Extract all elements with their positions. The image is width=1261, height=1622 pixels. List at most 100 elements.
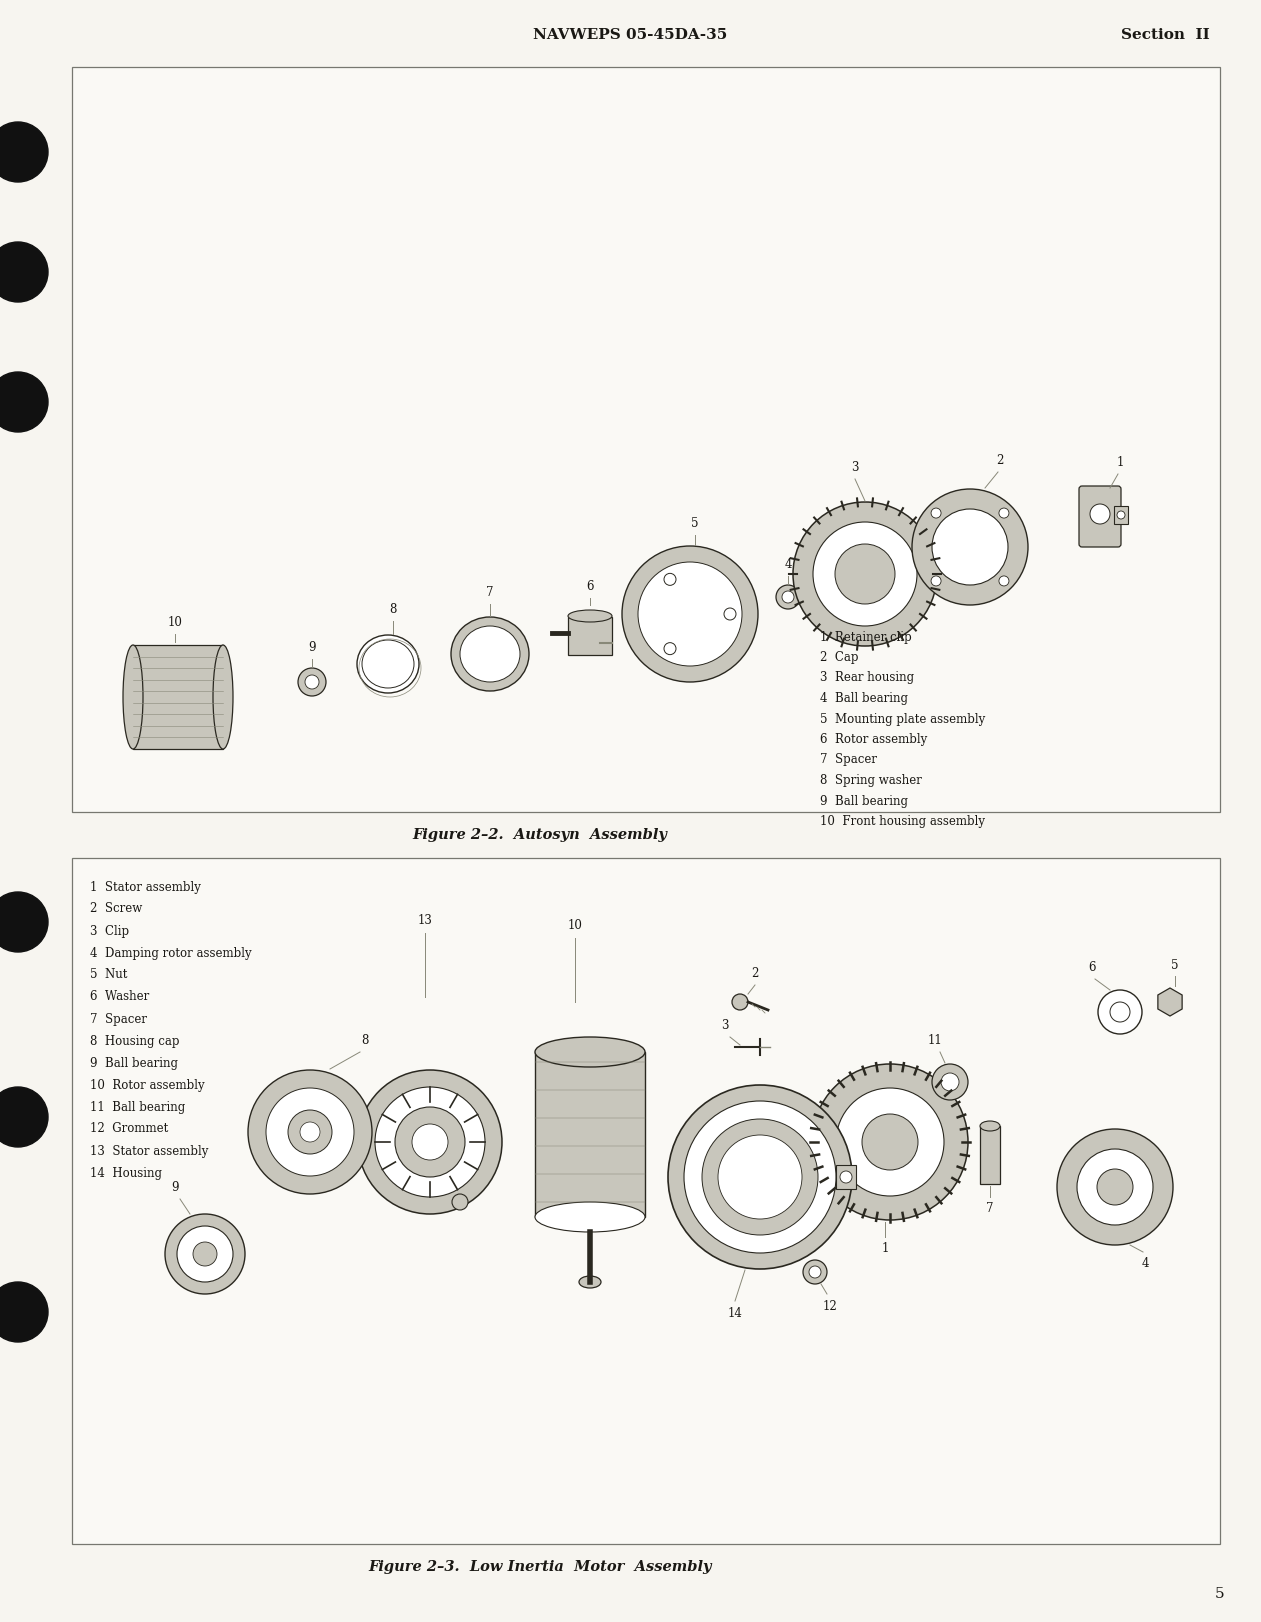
Circle shape (358, 1071, 502, 1213)
Circle shape (288, 1109, 332, 1153)
Circle shape (0, 242, 48, 302)
Text: 6  Washer: 6 Washer (90, 991, 149, 1004)
Circle shape (266, 1088, 354, 1176)
Circle shape (836, 1088, 944, 1195)
Circle shape (812, 1064, 968, 1220)
Text: 10  Rotor assembly: 10 Rotor assembly (90, 1079, 204, 1092)
Circle shape (731, 994, 748, 1011)
Text: 5: 5 (1216, 1586, 1224, 1601)
Circle shape (1077, 1148, 1153, 1225)
Circle shape (622, 547, 758, 681)
Text: 7: 7 (487, 586, 494, 599)
Circle shape (0, 371, 48, 431)
Ellipse shape (451, 616, 530, 691)
Text: 2: 2 (996, 454, 1004, 467)
Text: 7  Spacer: 7 Spacer (90, 1012, 148, 1025)
Text: 2  Cap: 2 Cap (820, 650, 859, 663)
Circle shape (395, 1106, 465, 1178)
Circle shape (912, 488, 1028, 605)
Circle shape (813, 522, 917, 626)
Circle shape (683, 1101, 836, 1254)
Circle shape (248, 1071, 372, 1194)
Ellipse shape (980, 1121, 1000, 1131)
Circle shape (835, 543, 895, 603)
Circle shape (999, 508, 1009, 517)
Bar (535, 1053, 644, 1216)
Circle shape (803, 1260, 827, 1285)
Ellipse shape (124, 646, 142, 749)
Text: 9  Ball bearing: 9 Ball bearing (820, 795, 908, 808)
Bar (980, 1126, 1000, 1184)
Circle shape (1098, 989, 1142, 1033)
Circle shape (1057, 1129, 1173, 1246)
Text: 13  Stator assembly: 13 Stator assembly (90, 1145, 208, 1158)
Circle shape (810, 1267, 821, 1278)
Circle shape (782, 590, 794, 603)
Circle shape (298, 668, 327, 696)
Text: 10  Front housing assembly: 10 Front housing assembly (820, 814, 985, 827)
Ellipse shape (213, 646, 233, 749)
Circle shape (665, 642, 676, 655)
Circle shape (724, 608, 736, 620)
Circle shape (1097, 1169, 1132, 1205)
Circle shape (776, 586, 799, 608)
Circle shape (0, 122, 48, 182)
Text: 10: 10 (168, 616, 183, 629)
Circle shape (932, 509, 1008, 586)
Circle shape (840, 1171, 852, 1182)
Text: 5: 5 (691, 517, 699, 530)
Text: NAVWEPS 05-45DA-35: NAVWEPS 05-45DA-35 (533, 28, 728, 42)
Text: 12: 12 (822, 1299, 837, 1312)
Text: 6: 6 (586, 581, 594, 594)
Circle shape (193, 1242, 217, 1267)
Text: Figure 2–2.  Autosyn  Assembly: Figure 2–2. Autosyn Assembly (412, 827, 667, 842)
Text: 4: 4 (784, 558, 792, 571)
Text: 1: 1 (881, 1242, 889, 1255)
Circle shape (702, 1119, 818, 1234)
Circle shape (375, 1087, 485, 1197)
Text: Figure 2–3.  Low Inertia  Motor  Assembly: Figure 2–3. Low Inertia Motor Assembly (368, 1560, 711, 1573)
Text: 4  Ball bearing: 4 Ball bearing (820, 693, 908, 706)
Bar (1113, 506, 1129, 524)
Bar (836, 1165, 856, 1189)
Circle shape (931, 576, 941, 586)
Text: Section  II: Section II (1121, 28, 1211, 42)
Text: 14  Housing: 14 Housing (90, 1166, 161, 1179)
Circle shape (665, 573, 676, 586)
Circle shape (305, 675, 319, 689)
Circle shape (638, 561, 741, 667)
Text: 9: 9 (171, 1181, 179, 1194)
Text: 12  Grommet: 12 Grommet (90, 1122, 168, 1135)
Circle shape (451, 1194, 468, 1210)
Text: 9: 9 (308, 641, 315, 654)
Text: 8: 8 (362, 1033, 368, 1046)
Circle shape (0, 1281, 48, 1341)
Text: 7: 7 (986, 1202, 994, 1215)
Text: 2  Screw: 2 Screw (90, 902, 142, 915)
Text: 8: 8 (390, 603, 397, 616)
Ellipse shape (579, 1277, 601, 1288)
Text: 6: 6 (1088, 960, 1096, 973)
FancyBboxPatch shape (72, 858, 1219, 1544)
Circle shape (1090, 504, 1110, 524)
Ellipse shape (535, 1202, 644, 1233)
Ellipse shape (357, 634, 419, 693)
Text: 3  Clip: 3 Clip (90, 925, 129, 938)
Circle shape (941, 1074, 960, 1092)
Text: 8  Housing cap: 8 Housing cap (90, 1035, 179, 1048)
Text: 1: 1 (1116, 456, 1124, 469)
Text: 13: 13 (417, 915, 433, 928)
Circle shape (863, 1114, 918, 1169)
Text: 3: 3 (721, 1019, 729, 1032)
Circle shape (793, 501, 937, 646)
Text: 5: 5 (1171, 959, 1179, 972)
Circle shape (165, 1213, 245, 1294)
Ellipse shape (460, 626, 520, 681)
Text: 11  Ball bearing: 11 Ball bearing (90, 1100, 185, 1113)
Text: 3  Rear housing: 3 Rear housing (820, 672, 914, 684)
Circle shape (412, 1124, 448, 1160)
Text: 9  Ball bearing: 9 Ball bearing (90, 1056, 178, 1069)
Text: 3: 3 (851, 461, 859, 474)
FancyBboxPatch shape (72, 67, 1219, 813)
Circle shape (177, 1226, 233, 1281)
